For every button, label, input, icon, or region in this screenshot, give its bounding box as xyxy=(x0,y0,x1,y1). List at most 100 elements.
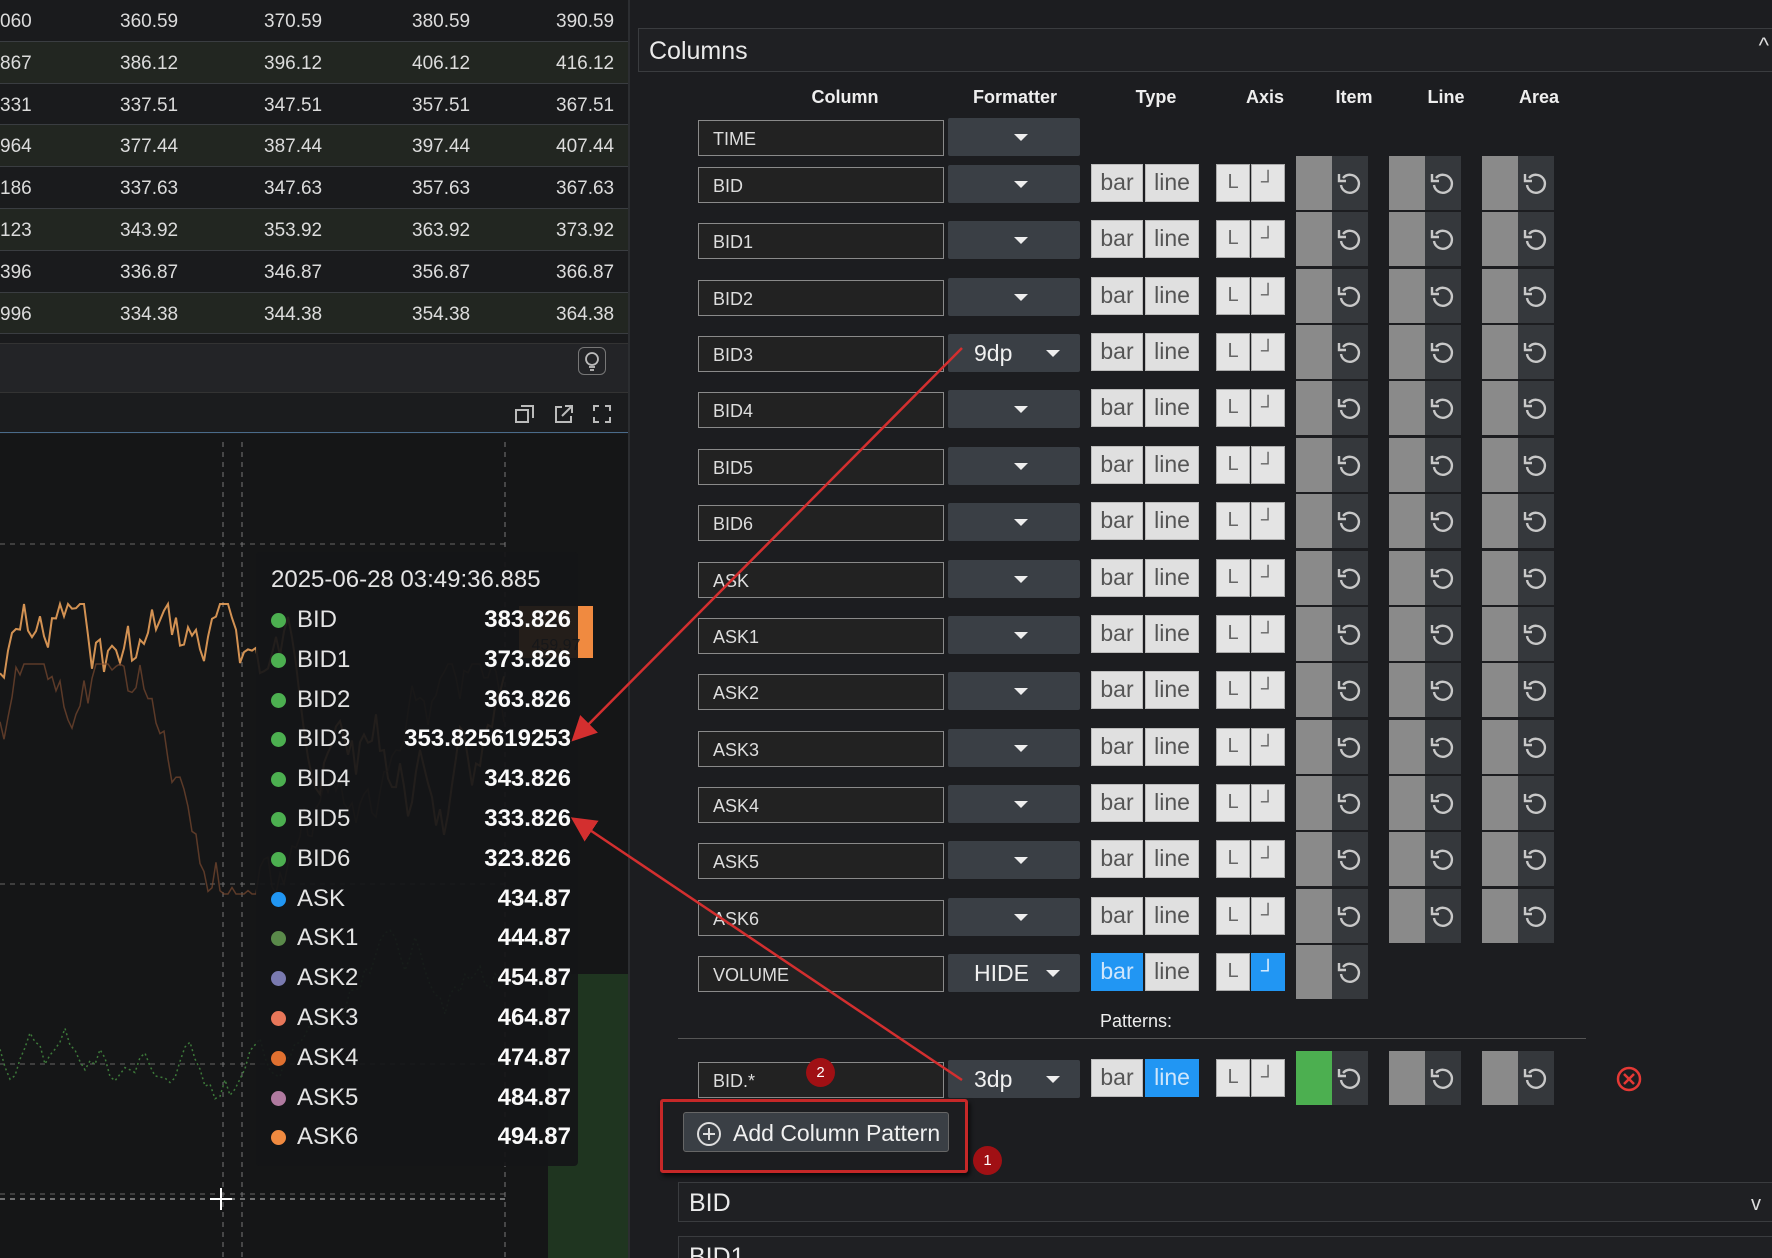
reset-icon[interactable] xyxy=(1332,381,1368,435)
column-row-formatter-select[interactable] xyxy=(948,221,1080,259)
area-color-swatch[interactable] xyxy=(1482,156,1518,210)
delete-pattern-icon[interactable] xyxy=(1615,1065,1643,1093)
axis-left-button[interactable]: L xyxy=(1216,559,1250,597)
type-line-button[interactable]: line xyxy=(1145,164,1199,202)
line-color-swatch[interactable] xyxy=(1389,551,1425,605)
line-color-swatch[interactable] xyxy=(1389,494,1425,548)
reset-icon[interactable] xyxy=(1518,832,1554,886)
column-row-formatter-select[interactable]: HIDE xyxy=(948,954,1080,992)
reset-icon[interactable] xyxy=(1332,325,1368,379)
reset-icon[interactable] xyxy=(1425,325,1461,379)
axis-left-button[interactable]: L xyxy=(1216,446,1250,484)
column-row-name-input[interactable]: ASK2 xyxy=(698,674,944,710)
column-row-name-input[interactable]: BID5 xyxy=(698,449,944,485)
axis-right-button[interactable]: ┘ xyxy=(1251,897,1285,935)
item-color-swatch[interactable] xyxy=(1296,720,1332,774)
column-row-formatter-select[interactable] xyxy=(948,841,1080,879)
reset-icon[interactable] xyxy=(1425,212,1461,266)
axis-left-button[interactable]: L xyxy=(1216,728,1250,766)
line-color-swatch[interactable] xyxy=(1389,607,1425,661)
reset-icon[interactable] xyxy=(1332,720,1368,774)
reset-icon[interactable] xyxy=(1425,438,1461,492)
area-color-swatch[interactable] xyxy=(1482,607,1518,661)
line-color-swatch[interactable] xyxy=(1389,325,1425,379)
type-bar-button[interactable]: bar xyxy=(1091,446,1143,484)
column-row-formatter-select[interactable] xyxy=(948,118,1080,156)
column-row-name-input[interactable]: VOLUME xyxy=(698,956,944,992)
column-row-name-input[interactable]: BID2 xyxy=(698,280,944,316)
section-bid[interactable]: BID v xyxy=(678,1182,1772,1222)
column-row-formatter-select[interactable] xyxy=(948,390,1080,428)
axis-left-button[interactable]: L xyxy=(1216,897,1250,935)
axis-right-button[interactable]: ┘ xyxy=(1251,840,1285,878)
reset-icon[interactable] xyxy=(1332,438,1368,492)
type-line-button[interactable]: line xyxy=(1145,840,1199,878)
reset-icon[interactable] xyxy=(1518,551,1554,605)
area-color-swatch[interactable] xyxy=(1482,1051,1518,1105)
column-row-name-input[interactable]: BID4 xyxy=(698,392,944,428)
item-color-swatch[interactable] xyxy=(1296,381,1332,435)
reset-icon[interactable] xyxy=(1518,381,1554,435)
copy-window-icon[interactable] xyxy=(514,403,536,425)
axis-left-button[interactable]: L xyxy=(1216,953,1250,991)
axis-left-button[interactable]: L xyxy=(1216,615,1250,653)
lightbulb-icon[interactable] xyxy=(578,347,606,375)
collapse-caret-icon[interactable]: ^ xyxy=(1758,33,1769,58)
reset-icon[interactable] xyxy=(1425,156,1461,210)
axis-left-button[interactable]: L xyxy=(1216,164,1250,202)
type-bar-button[interactable]: bar xyxy=(1091,784,1143,822)
reset-icon[interactable] xyxy=(1518,494,1554,548)
column-row-formatter-select[interactable] xyxy=(948,503,1080,541)
type-bar-button[interactable]: bar xyxy=(1091,502,1143,540)
line-color-swatch[interactable] xyxy=(1389,663,1425,717)
column-row-name-input[interactable]: BID xyxy=(698,167,944,203)
type-line-button[interactable]: line xyxy=(1145,333,1199,371)
reset-icon[interactable] xyxy=(1518,889,1554,943)
axis-right-button[interactable]: ┘ xyxy=(1251,333,1285,371)
reset-icon[interactable] xyxy=(1518,156,1554,210)
line-color-swatch[interactable] xyxy=(1389,720,1425,774)
area-color-swatch[interactable] xyxy=(1482,269,1518,323)
type-line-button[interactable]: line xyxy=(1145,277,1199,315)
reset-icon[interactable] xyxy=(1518,607,1554,661)
reset-icon[interactable] xyxy=(1332,551,1368,605)
reset-icon[interactable] xyxy=(1518,720,1554,774)
area-color-swatch[interactable] xyxy=(1482,720,1518,774)
area-color-swatch[interactable] xyxy=(1482,776,1518,830)
type-line-button[interactable]: line xyxy=(1145,1059,1199,1097)
line-color-swatch[interactable] xyxy=(1389,438,1425,492)
type-line-button[interactable]: line xyxy=(1145,953,1199,991)
type-bar-button[interactable]: bar xyxy=(1091,671,1143,709)
axis-right-button[interactable]: ┘ xyxy=(1251,446,1285,484)
type-bar-button[interactable]: bar xyxy=(1091,840,1143,878)
axis-right-button[interactable]: ┘ xyxy=(1251,559,1285,597)
reset-icon[interactable] xyxy=(1332,663,1368,717)
line-color-swatch[interactable] xyxy=(1389,832,1425,886)
column-row-name-input[interactable]: ASK6 xyxy=(698,900,944,936)
item-color-swatch[interactable] xyxy=(1296,325,1332,379)
reset-icon[interactable] xyxy=(1332,607,1368,661)
reset-icon[interactable] xyxy=(1518,663,1554,717)
reset-icon[interactable] xyxy=(1332,1051,1368,1105)
axis-left-button[interactable]: L xyxy=(1216,389,1250,427)
column-row-formatter-select[interactable] xyxy=(948,672,1080,710)
item-color-swatch[interactable] xyxy=(1296,438,1332,492)
reset-icon[interactable] xyxy=(1518,212,1554,266)
axis-right-button[interactable]: ┘ xyxy=(1251,728,1285,766)
pattern-formatter-select[interactable]: 3dp xyxy=(948,1060,1080,1098)
type-bar-button[interactable]: bar xyxy=(1091,897,1143,935)
fullscreen-icon[interactable] xyxy=(591,403,613,425)
axis-right-button[interactable]: ┘ xyxy=(1251,784,1285,822)
item-color-swatch[interactable] xyxy=(1296,156,1332,210)
item-color-swatch[interactable] xyxy=(1296,832,1332,886)
column-row-formatter-select[interactable] xyxy=(948,560,1080,598)
type-bar-button[interactable]: bar xyxy=(1091,277,1143,315)
column-row-formatter-select[interactable] xyxy=(948,898,1080,936)
reset-icon[interactable] xyxy=(1425,381,1461,435)
column-row-name-input[interactable]: ASK4 xyxy=(698,787,944,823)
add-column-pattern-button[interactable]: Add Column Pattern xyxy=(683,1112,949,1152)
type-line-button[interactable]: line xyxy=(1145,671,1199,709)
item-color-swatch[interactable] xyxy=(1296,212,1332,266)
column-row-formatter-select[interactable]: 9dp xyxy=(948,334,1080,372)
reset-icon[interactable] xyxy=(1425,889,1461,943)
